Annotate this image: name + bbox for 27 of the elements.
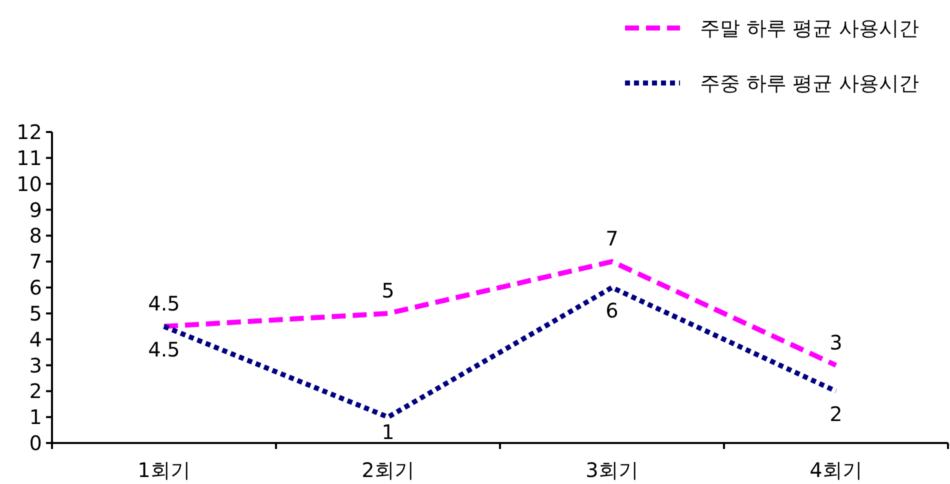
data-label: 4.5 [148,337,180,362]
y-tick-label: 4 [29,327,42,352]
y-tick-label: 0 [29,431,42,455]
data-label: 7 [606,226,618,251]
x-tick-label: 3회기 [586,458,638,482]
y-tick-label: 11 [16,146,42,170]
y-tick-label: 10 [16,172,42,196]
y-tick-label: 9 [29,198,42,222]
y-tick-label: 2 [29,379,42,404]
x-tick-label: 1회기 [138,458,190,482]
x-tick-label: 4회기 [810,458,862,482]
y-tick-label: 6 [29,276,42,300]
legend-label: 주중 하루 평균 사용시간 [700,71,920,95]
y-tick-label: 7 [29,250,42,274]
data-label: 4.5 [148,291,180,316]
data-label: 3 [830,330,842,354]
y-tick-label: 1 [29,405,42,430]
data-label: 2 [830,402,842,426]
data-label: 1 [382,420,394,444]
data-label: 6 [606,298,618,322]
y-tick-label: 3 [29,353,42,378]
y-tick-label: 12 [16,120,42,144]
x-tick-label: 2회기 [362,458,414,482]
y-tick-label: 5 [29,301,42,326]
y-tick-label: 8 [29,224,42,248]
data-label: 5 [382,278,394,302]
legend-label: 주말 하루 평균 사용시간 [700,16,920,40]
